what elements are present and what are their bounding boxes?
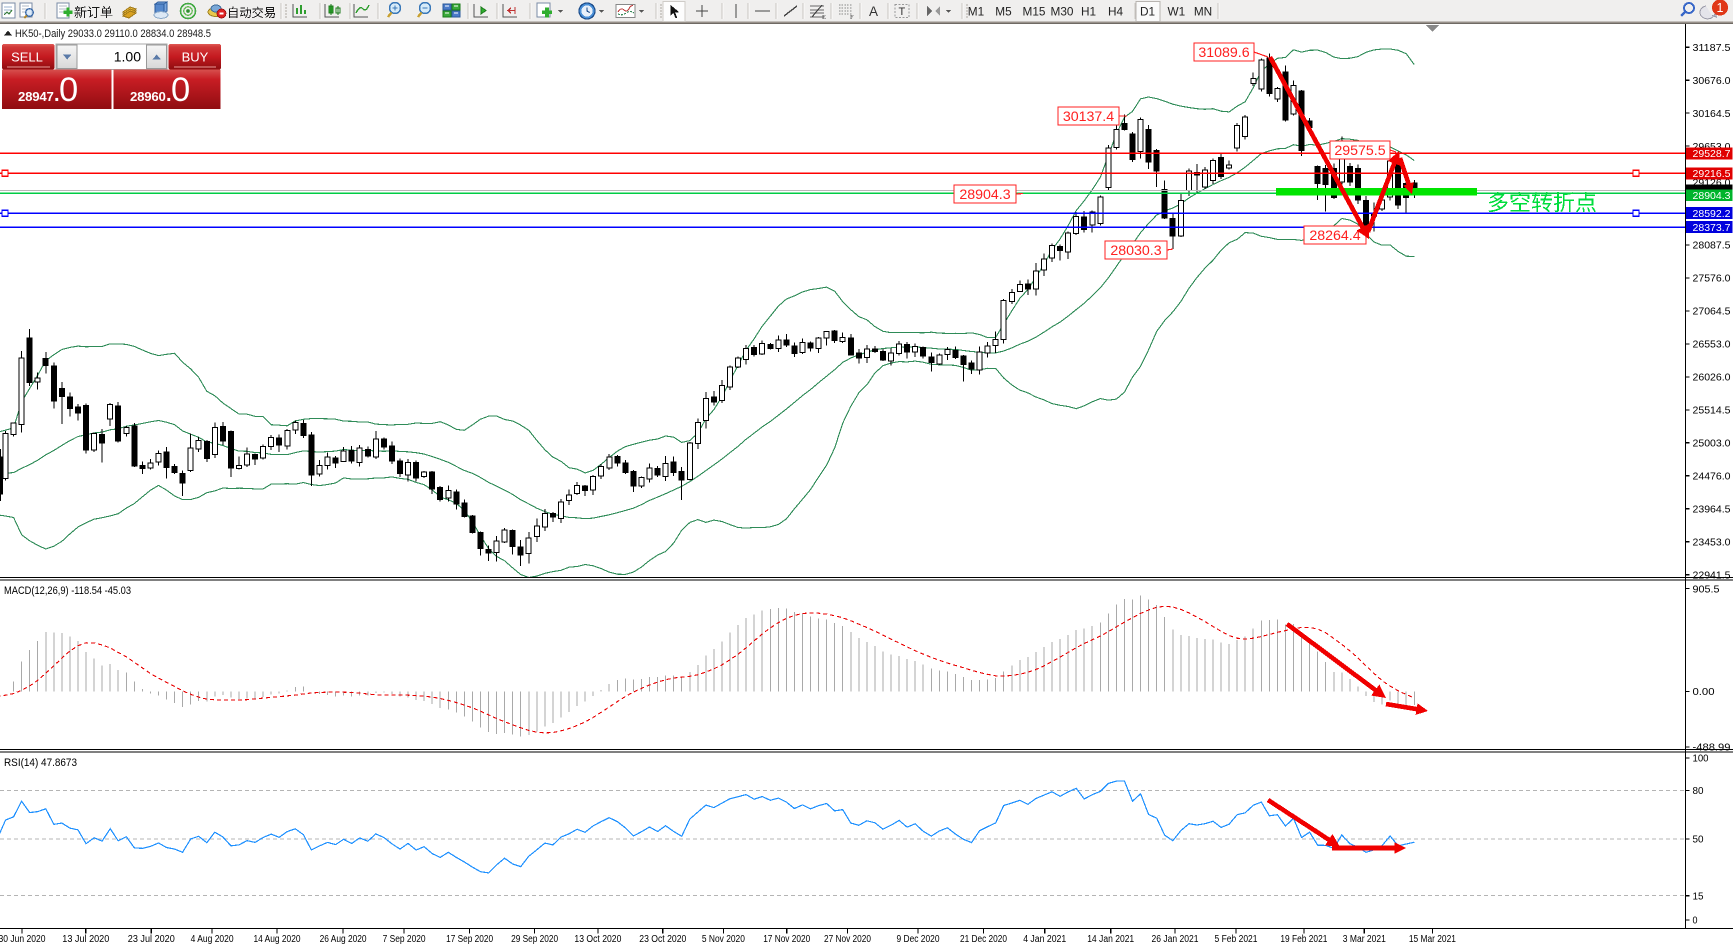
- svg-text:29528.7: 29528.7: [1693, 148, 1731, 160]
- svg-text:MACD(12,26,9) -118.54 -45.03: MACD(12,26,9) -118.54 -45.03: [4, 585, 131, 597]
- svg-text:4 Jan 2021: 4 Jan 2021: [1023, 934, 1066, 945]
- svg-text:23 Jul 2020: 23 Jul 2020: [128, 934, 175, 945]
- svg-text:30 Jun 2020: 30 Jun 2020: [0, 934, 46, 945]
- svg-text:F: F: [850, 14, 854, 21]
- svg-text:H4: H4: [1108, 5, 1124, 19]
- svg-text:M5: M5: [995, 5, 1012, 19]
- svg-text:26553.0: 26553.0: [1693, 339, 1731, 351]
- svg-text:27576.0: 27576.0: [1693, 273, 1731, 285]
- svg-text:27064.5: 27064.5: [1693, 306, 1731, 318]
- svg-text:5 Feb 2021: 5 Feb 2021: [1215, 934, 1258, 945]
- svg-text:13 Jul 2020: 13 Jul 2020: [62, 934, 109, 945]
- svg-text:M15: M15: [1023, 5, 1046, 19]
- svg-text:80: 80: [1693, 785, 1704, 797]
- svg-text:D1: D1: [1140, 5, 1155, 19]
- svg-text:28960: 28960: [130, 89, 166, 104]
- svg-text:31089.6: 31089.6: [1198, 45, 1249, 61]
- svg-text:HK50-,Daily 29033.0 29110.0 2: HK50-,Daily 29033.0 29110.0 28834.0 2894…: [15, 28, 211, 40]
- svg-text:28592.2: 28592.2: [1693, 208, 1731, 220]
- svg-text:29 Sep 2020: 29 Sep 2020: [511, 934, 558, 945]
- svg-text:29575.5: 29575.5: [1334, 143, 1385, 159]
- svg-text:28904.3: 28904.3: [959, 187, 1010, 203]
- svg-text:26 Aug 2020: 26 Aug 2020: [320, 934, 367, 945]
- svg-text:26026.0: 26026.0: [1693, 372, 1731, 384]
- svg-text:27 Nov 2020: 27 Nov 2020: [824, 934, 871, 945]
- svg-text:22941.5: 22941.5: [1693, 569, 1731, 581]
- svg-text:29216.5: 29216.5: [1693, 168, 1731, 180]
- svg-text:0: 0: [171, 71, 190, 109]
- svg-text:3 Mar 2021: 3 Mar 2021: [1343, 934, 1386, 945]
- svg-text:50: 50: [1693, 834, 1704, 846]
- svg-text:23964.5: 23964.5: [1693, 504, 1731, 516]
- svg-text:MN: MN: [1194, 5, 1212, 19]
- svg-text:30676.0: 30676.0: [1693, 75, 1731, 87]
- svg-text:5 Nov 2020: 5 Nov 2020: [702, 934, 745, 945]
- svg-text:15 Mar 2021: 15 Mar 2021: [1409, 934, 1456, 945]
- svg-text:30164.5: 30164.5: [1693, 108, 1731, 120]
- svg-text:4 Aug 2020: 4 Aug 2020: [191, 934, 234, 945]
- svg-text:24476.0: 24476.0: [1693, 471, 1731, 483]
- svg-text:25514.5: 25514.5: [1693, 405, 1731, 417]
- svg-text:19 Feb 2021: 19 Feb 2021: [1280, 934, 1327, 945]
- svg-text:-488.99: -488.99: [1693, 742, 1731, 754]
- svg-text:23 Oct 2020: 23 Oct 2020: [639, 934, 686, 945]
- svg-text:9 Dec 2020: 9 Dec 2020: [897, 934, 940, 945]
- svg-text:31187.5: 31187.5: [1693, 42, 1731, 54]
- svg-text:28904.3: 28904.3: [1693, 190, 1731, 202]
- svg-text:23453.0: 23453.0: [1693, 537, 1731, 549]
- svg-text:15: 15: [1693, 890, 1704, 902]
- svg-text:T: T: [899, 6, 906, 18]
- svg-text:17 Nov 2020: 17 Nov 2020: [763, 934, 810, 945]
- svg-text:W1: W1: [1168, 5, 1186, 19]
- svg-text:.: .: [54, 84, 60, 106]
- svg-text:25003.0: 25003.0: [1693, 438, 1731, 450]
- svg-text:28373.7: 28373.7: [1693, 222, 1731, 234]
- svg-text:100: 100: [1693, 753, 1709, 765]
- svg-text:M30: M30: [1051, 5, 1074, 19]
- svg-text:0.00: 0.00: [1693, 686, 1715, 698]
- svg-text:RSI(14) 47.8673: RSI(14) 47.8673: [4, 757, 77, 769]
- svg-text:17 Sep 2020: 17 Sep 2020: [446, 934, 493, 945]
- svg-text:1.00: 1.00: [114, 49, 141, 65]
- svg-text:E: E: [822, 14, 826, 21]
- svg-text:14 Aug 2020: 14 Aug 2020: [254, 934, 301, 945]
- svg-text:SELL: SELL: [11, 50, 43, 65]
- svg-text:14 Jan 2021: 14 Jan 2021: [1087, 934, 1134, 945]
- svg-text:13 Oct 2020: 13 Oct 2020: [574, 934, 621, 945]
- svg-text:28030.3: 28030.3: [1110, 243, 1161, 259]
- svg-text:H1: H1: [1081, 5, 1096, 19]
- svg-text:M1: M1: [968, 5, 984, 19]
- svg-text:0: 0: [59, 71, 78, 109]
- svg-text:28947: 28947: [18, 89, 54, 104]
- svg-text:7 Sep 2020: 7 Sep 2020: [383, 934, 426, 945]
- svg-text:A: A: [869, 4, 878, 19]
- svg-text:0: 0: [1693, 915, 1698, 927]
- svg-text:21 Dec 2020: 21 Dec 2020: [960, 934, 1007, 945]
- svg-text:26 Jan 2021: 26 Jan 2021: [1152, 934, 1199, 945]
- svg-text:905.5: 905.5: [1693, 583, 1720, 595]
- svg-text:28264.4: 28264.4: [1309, 228, 1360, 244]
- svg-text:BUY: BUY: [182, 50, 209, 65]
- svg-text:1: 1: [1717, 1, 1724, 15]
- svg-text:28087.5: 28087.5: [1693, 240, 1731, 252]
- svg-text:30137.4: 30137.4: [1063, 109, 1114, 125]
- svg-text:.: .: [166, 84, 172, 106]
